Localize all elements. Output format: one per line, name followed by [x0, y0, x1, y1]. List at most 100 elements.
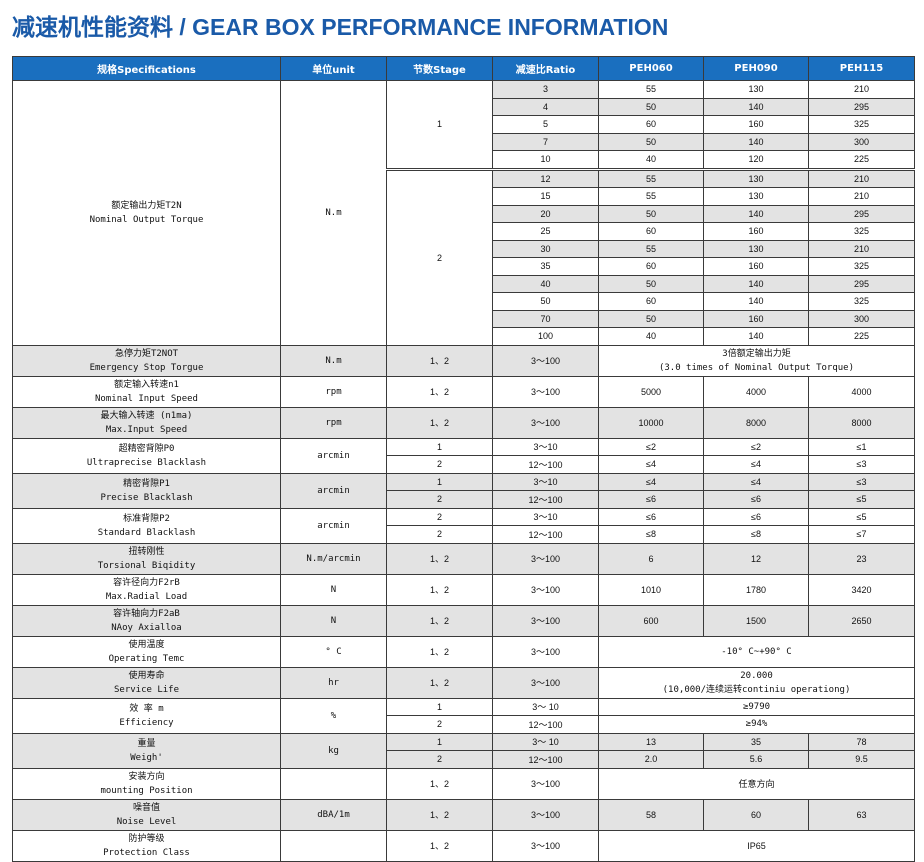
max-speed-stage: 1、2	[386, 406, 493, 439]
backlash-p2-en: Standard Blacklash	[97, 527, 196, 538]
table-row: 70 50 160 300	[13, 309, 915, 328]
table-row: 安装方向 mounting Position 1、2 3～100 任意方向	[12, 767, 915, 800]
value-cell: 295	[808, 274, 915, 293]
mounting-en: mounting Position	[100, 785, 193, 796]
rigidity-unit: N.m/arcmin	[280, 542, 387, 575]
table-row: 2 12～100 ≥94%	[13, 715, 915, 734]
value-cell: 55	[598, 167, 704, 188]
temp-cn: 使用温度	[128, 639, 165, 650]
value-cell: 140	[703, 97, 809, 116]
efficiency-spec: 效 率 m Efficiency	[12, 697, 281, 734]
ratio-cell: 3	[492, 80, 599, 99]
ratio-cell: 40	[492, 274, 599, 293]
value-cell: 9.5	[808, 750, 915, 769]
mounting-unit	[280, 767, 387, 800]
efficiency-value: ≥9790	[598, 697, 915, 716]
ratio-cell: 20	[492, 204, 599, 223]
value-cell: ≤4	[703, 455, 809, 474]
value-cell: ≤6	[703, 490, 809, 509]
ratio-cell: 3～ 10	[492, 732, 599, 751]
table-row: 30 55 130 210	[13, 239, 915, 258]
protection-stage: 1、2	[386, 829, 493, 862]
input-speed-stage: 1、2	[386, 375, 493, 408]
backlash-p0-spec: 超精密背隙P0 Ultraprecise Blacklash	[12, 437, 281, 474]
weight-cn: 重量	[137, 738, 156, 749]
page-title: 减速机性能资料 / GEAR BOX PERFORMANCE INFORMATI…	[12, 14, 669, 40]
protection-cn: 防护等级	[128, 833, 165, 844]
table-row: 35 60 160 325	[13, 257, 915, 276]
stage-cell: 2	[386, 715, 493, 734]
value-cell: ≤2	[598, 437, 704, 456]
value-cell: ≤3	[808, 455, 915, 474]
life-en: Service Life	[113, 684, 180, 695]
backlash-p1-en: Precise Blacklash	[100, 492, 193, 503]
value-cell: 130	[703, 239, 809, 258]
max-speed-en: Max.Input Speed	[105, 424, 188, 435]
life-value-note: (10,000/连续运转continiu operationg)	[662, 684, 851, 695]
stage-cell: 2	[386, 490, 493, 509]
emergency-value-cn: 3倍额定输出力矩	[722, 348, 791, 359]
emergency-cn: 急停力矩T2NOT	[114, 348, 179, 359]
backlash-p1-spec: 精密背隙P1 Precise Blacklash	[12, 472, 281, 509]
value-cell: 23	[808, 542, 915, 575]
noise-cn: 噪音值	[132, 802, 160, 813]
backlash-p0-en: Ultraprecise Blacklash	[86, 457, 207, 468]
value-cell: ≤6	[703, 507, 809, 526]
ratio-cell: 3～10	[492, 437, 599, 456]
value-cell: ≤4	[703, 472, 809, 491]
axial-stage: 1、2	[386, 604, 493, 637]
life-spec: 使用寿命 Service Life	[12, 666, 281, 699]
emergency-unit: N.m	[280, 344, 387, 377]
weight-unit: kg	[280, 732, 387, 769]
table-row: 噪音值 Noise Level dBA/1m 1、2 3～100 58 60 63	[12, 798, 915, 831]
emergency-en: Emergency Stop Torgue	[89, 362, 204, 373]
mounting-ratio: 3～100	[492, 767, 599, 800]
table-row: 2 12 55 130 210	[13, 167, 915, 346]
efficiency-cn: 效 率 m	[129, 703, 164, 714]
radial-ratio: 3～100	[492, 573, 599, 606]
value-cell: 50	[598, 204, 704, 223]
value-cell: 2650	[808, 604, 915, 637]
backlash-p0-cn: 超精密背隙P0	[118, 443, 175, 454]
value-cell: ≤6	[598, 507, 704, 526]
value-cell: 60	[598, 115, 704, 134]
weight-en: Weigh'	[130, 752, 163, 763]
value-cell: 8000	[808, 406, 915, 439]
value-cell: 55	[598, 80, 704, 99]
table-row: 容许轴向力F2aB NAoy Axialloa N 1、2 3～100 600 1…	[12, 604, 915, 637]
value-cell: 58	[598, 798, 704, 831]
value-cell: 160	[703, 257, 809, 276]
stage-cell: 1	[386, 697, 493, 716]
table-row: 2 12～100 ≤6 ≤6 ≤5	[13, 490, 915, 509]
value-cell: 210	[808, 239, 915, 258]
noise-unit: dBA/1m	[280, 798, 387, 831]
value-cell: 5000	[598, 375, 704, 408]
value-cell: 140	[703, 274, 809, 293]
ratio-cell: 12～100	[492, 525, 599, 544]
stage-cell: 1	[386, 732, 493, 751]
value-cell: ≤4	[598, 455, 704, 474]
value-cell: 50	[598, 274, 704, 293]
table-row: 标准背隙P2 Standard Blacklash arcmin 2 3～10 ≤…	[12, 507, 915, 544]
value-cell: ≤7	[808, 525, 915, 544]
stage-cell: 2	[386, 525, 493, 544]
value-cell: 300	[808, 132, 915, 151]
backlash-p1-cn: 精密背隙P1	[123, 478, 170, 489]
value-cell: 40	[598, 150, 704, 170]
value-cell: 50	[598, 132, 704, 151]
stage-cell: 1	[386, 472, 493, 491]
axial-en: NAoy Axialloa	[111, 622, 182, 633]
rigidity-en: Torsional Biqidity	[97, 560, 196, 571]
table-row: 使用寿命 Service Life hr 1、2 3～100 20.000 (10,…	[12, 666, 915, 699]
life-ratio: 3～100	[492, 666, 599, 699]
life-cn: 使用寿命	[128, 670, 165, 681]
ratio-cell: 10	[492, 150, 599, 170]
value-cell: 63	[808, 798, 915, 831]
value-cell: 210	[808, 167, 915, 188]
value-cell: 140	[703, 327, 809, 346]
value-cell: 325	[808, 257, 915, 276]
radial-stage: 1、2	[386, 573, 493, 606]
value-cell: 130	[703, 187, 809, 206]
value-cell: ≤5	[808, 490, 915, 509]
table-row: 5 60 160 325	[13, 115, 915, 134]
